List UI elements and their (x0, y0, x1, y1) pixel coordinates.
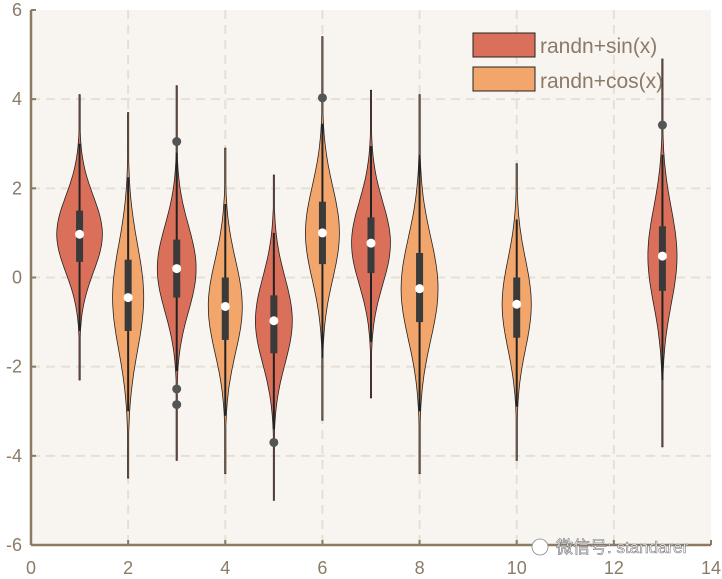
legend-label-sin: randn+sin(x) (540, 35, 657, 58)
legend-swatch-cos (472, 66, 536, 92)
legend-label-cos: randn+cos(x) (540, 70, 663, 93)
violin (501, 163, 532, 461)
y-tick-label: -2 (6, 357, 22, 377)
x-tick-label: 0 (26, 558, 36, 578)
x-tick-label: 10 (507, 558, 527, 578)
violin-outlier (317, 93, 327, 103)
x-tick-label: 8 (415, 558, 425, 578)
y-tick-label: 2 (12, 178, 22, 198)
violin-median (512, 299, 522, 309)
violin-median (317, 228, 327, 238)
x-tick-label: 12 (604, 558, 624, 578)
violin (156, 85, 197, 461)
violin (207, 147, 243, 475)
violin (400, 94, 439, 475)
violin-outlier (172, 400, 182, 410)
violin-median (657, 251, 667, 261)
violin-median (220, 301, 230, 311)
y-tick-label: -4 (6, 446, 22, 466)
watermark: 微信号: standarer (531, 538, 689, 557)
violin-outlier (657, 120, 667, 130)
violin-median (172, 264, 182, 274)
violin-outlier (172, 137, 182, 147)
violin-median (269, 316, 279, 326)
y-tick-label: 4 (12, 89, 22, 109)
violin (56, 94, 103, 381)
violin-median (123, 293, 133, 303)
y-tick-label: 6 (12, 0, 22, 20)
violin-outlier (172, 384, 182, 394)
violin-median (366, 238, 376, 248)
violins (56, 36, 678, 501)
grid (31, 10, 711, 545)
watermark-text: 微信号: standarer (556, 538, 689, 557)
x-tick-label: 4 (220, 558, 230, 578)
violin (647, 58, 678, 448)
violin (112, 112, 145, 479)
violin-outlier (269, 437, 279, 447)
x-tick-label: 2 (123, 558, 133, 578)
x-tick-label: 14 (701, 558, 721, 578)
violin-median (75, 229, 85, 239)
violin (304, 36, 340, 421)
wechat-icon (531, 538, 549, 556)
violin-median (415, 284, 425, 294)
legend-swatch-sin (472, 32, 536, 58)
x-tick-label: 6 (317, 558, 327, 578)
tick-labels: 0 2 4 6 8 10 12 14 -6 -4 -2 0 2 4 6 (6, 0, 721, 578)
y-tick-label: 0 (12, 268, 22, 288)
violin (351, 89, 391, 399)
y-tick-label: -6 (6, 535, 22, 555)
legend: randn+sin(x) randn+cos(x) (472, 32, 663, 93)
violin (254, 174, 293, 501)
